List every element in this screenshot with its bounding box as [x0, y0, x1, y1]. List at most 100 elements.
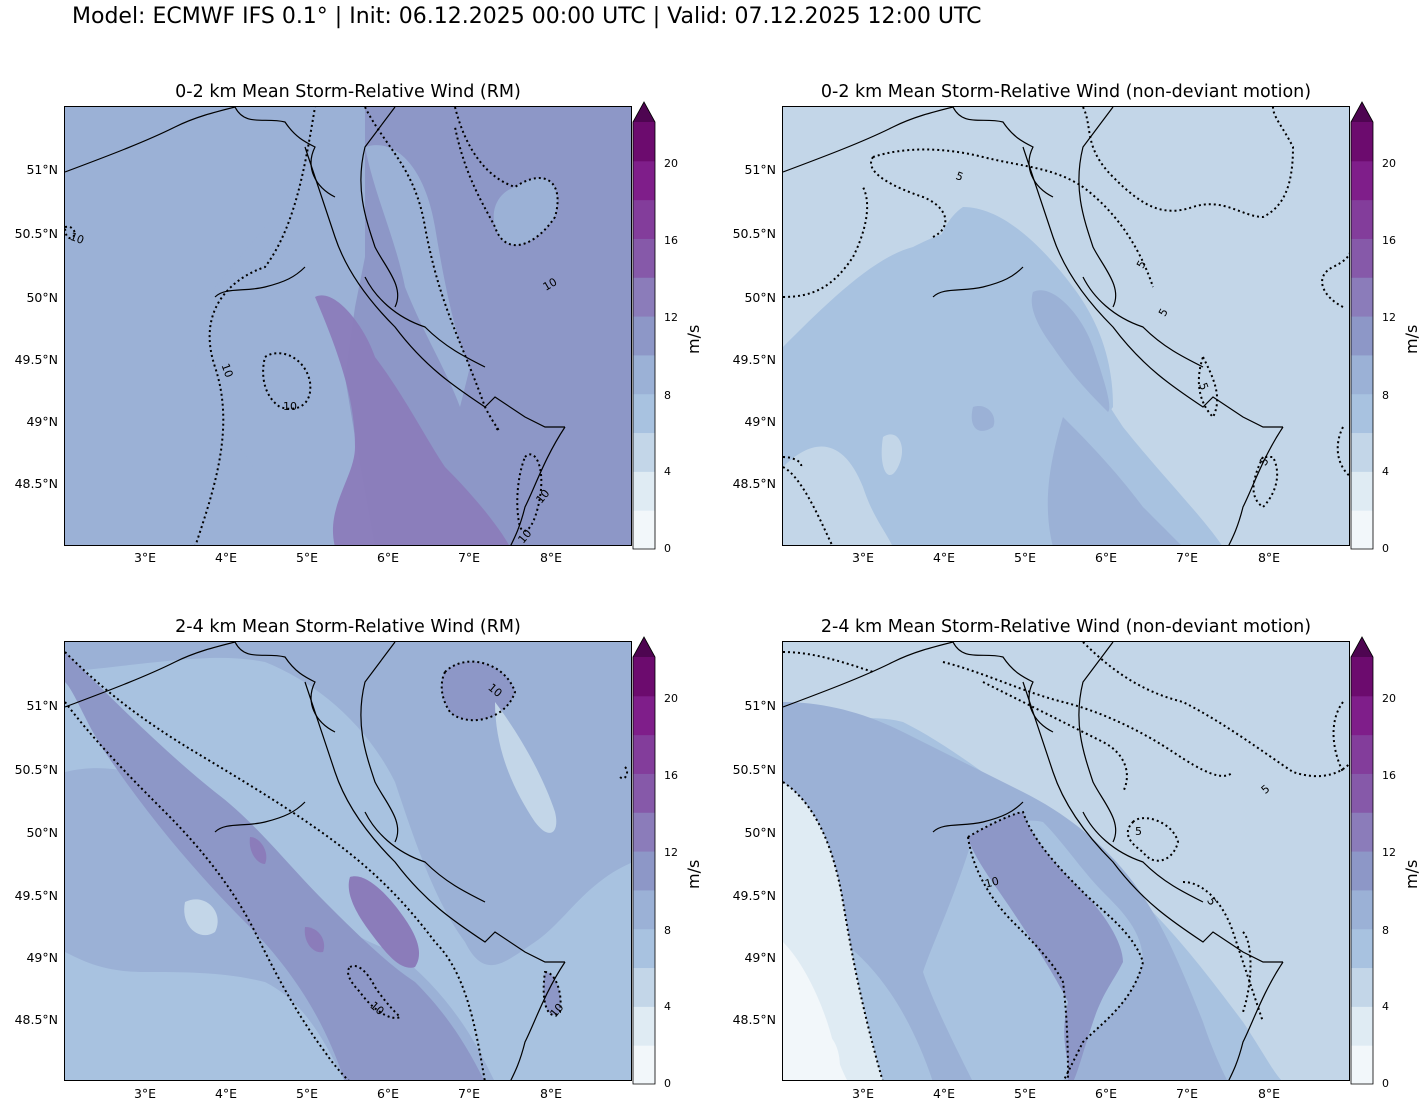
lat-label-1-0: 51°N: [744, 162, 776, 177]
cbar-unit-1: m/s: [1402, 324, 1421, 354]
lat-label-3-4: 49°N: [744, 950, 776, 965]
colorbar-bin: [1351, 277, 1373, 317]
colorbar-bin: [633, 928, 655, 969]
lat-label-3-1: 50.5°N: [732, 762, 776, 777]
map-panel-0: [64, 106, 632, 546]
colorbar-bin: [1351, 354, 1373, 395]
lon-label-1-2: 5°E: [1013, 550, 1037, 565]
cbar-tick-3-0: 0: [1382, 1077, 1389, 1090]
lon-label-2-0: 3°E: [133, 1086, 157, 1101]
panel-title-1: 0-2 km Mean Storm-Relative Wind (non-dev…: [820, 82, 1312, 102]
colorbar-bin: [1351, 1006, 1373, 1046]
cbar-tick-2-4: 16: [664, 769, 678, 782]
colorbar-bin: [633, 316, 655, 356]
lat-label-0-4: 49°N: [26, 414, 58, 429]
colorbar-bin: [633, 238, 655, 278]
lat-label-0-3: 49.5°N: [14, 352, 58, 367]
lat-label-1-2: 50°N: [744, 290, 776, 305]
lat-label-2-0: 51°N: [26, 698, 58, 713]
lon-label-2-5: 8°E: [539, 1086, 563, 1101]
cbar-tick-3-5: 20: [1382, 692, 1396, 705]
lon-label-2-3: 6°E: [376, 1086, 400, 1101]
cbar-tick-0-4: 16: [664, 234, 678, 247]
lat-label-1-1: 50.5°N: [732, 226, 776, 241]
map-panel-2: [64, 641, 632, 1081]
cbar-unit-0: m/s: [684, 324, 703, 354]
lon-label-1-3: 6°E: [1094, 550, 1118, 565]
colorbar-bin: [633, 889, 655, 930]
colorbar-bin: [1351, 510, 1373, 550]
cbar-tick-3-1: 4: [1382, 1000, 1389, 1013]
colorbar-extend-arrow: [1351, 637, 1373, 657]
colorbar-bin: [633, 471, 655, 511]
lon-label-3-2: 5°E: [1013, 1086, 1037, 1101]
lat-label-2-2: 50°N: [26, 825, 58, 840]
colorbar-2: [632, 636, 656, 1085]
cbar-tick-1-3: 12: [1382, 311, 1396, 324]
lon-label-0-3: 6°E: [376, 550, 400, 565]
colorbar-bin: [633, 277, 655, 317]
cbar-tick-2-2: 8: [664, 924, 671, 937]
colorbar-extend-arrow: [633, 102, 655, 122]
cbar-tick-1-4: 16: [1382, 234, 1396, 247]
cbar-tick-3-4: 16: [1382, 769, 1396, 782]
lon-label-1-1: 4°E: [932, 550, 956, 565]
lat-label-2-3: 49.5°N: [14, 888, 58, 903]
lon-label-0-1: 4°E: [214, 550, 238, 565]
contour-label: 5: [1135, 825, 1142, 838]
lat-label-2-5: 48.5°N: [14, 1012, 58, 1027]
lon-label-0-0: 3°E: [133, 550, 157, 565]
lon-label-2-1: 4°E: [214, 1086, 238, 1101]
colorbar-bin: [1351, 734, 1373, 774]
lat-label-0-2: 50°N: [26, 290, 58, 305]
lon-label-0-4: 7°E: [457, 550, 481, 565]
lat-label-0-0: 51°N: [26, 162, 58, 177]
colorbar-bin: [1351, 889, 1373, 930]
lat-label-1-3: 49.5°N: [732, 352, 776, 367]
colorbar-bin: [1351, 695, 1373, 736]
lat-label-0-1: 50.5°N: [14, 226, 58, 241]
lon-label-3-4: 7°E: [1175, 1086, 1199, 1101]
cbar-tick-0-3: 12: [664, 311, 678, 324]
cbar-tick-2-5: 20: [664, 692, 678, 705]
panel-title-0: 0-2 km Mean Storm-Relative Wind (RM): [175, 82, 521, 102]
lat-label-0-5: 48.5°N: [14, 476, 58, 491]
cbar-tick-2-0: 0: [664, 1077, 671, 1090]
colorbar-bin: [633, 812, 655, 852]
colorbar-bin: [1351, 928, 1373, 969]
cbar-tick-1-2: 8: [1382, 389, 1389, 402]
colorbar-bin: [633, 851, 655, 891]
cbar-tick-0-5: 20: [664, 157, 678, 170]
colorbar-bin: [1351, 812, 1373, 852]
map-panel-3: [782, 641, 1350, 1081]
lat-label-3-5: 48.5°N: [732, 1012, 776, 1027]
cbar-tick-3-2: 8: [1382, 924, 1389, 937]
colorbar-3: [1350, 636, 1374, 1085]
cbar-tick-2-3: 12: [664, 846, 678, 859]
cbar-tick-3-3: 12: [1382, 846, 1396, 859]
colorbar-bin: [1351, 199, 1373, 239]
colorbar-outline: [1350, 101, 1374, 550]
colorbar-outline: [1350, 636, 1374, 1085]
colorbar-bin: [1351, 432, 1373, 472]
lon-label-3-0: 3°E: [851, 1086, 875, 1101]
colorbar-bin: [1351, 160, 1373, 201]
colorbar-bin: [633, 160, 655, 201]
colorbar-1: [1350, 101, 1374, 550]
colorbar-bin: [633, 695, 655, 736]
colorbar-extend-arrow: [633, 637, 655, 657]
cbar-tick-1-5: 20: [1382, 157, 1396, 170]
cbar-tick-1-0: 0: [1382, 542, 1389, 555]
lon-label-0-2: 5°E: [295, 550, 319, 565]
colorbar-outline: [632, 636, 656, 1085]
lon-label-3-1: 4°E: [932, 1086, 956, 1101]
colorbar-bin: [1351, 967, 1373, 1007]
colorbar-bin: [633, 199, 655, 239]
colorbar-bin: [633, 393, 655, 434]
lat-label-3-3: 49.5°N: [732, 888, 776, 903]
panel-title-3: 2-4 km Mean Storm-Relative Wind (non-dev…: [820, 617, 1312, 637]
lat-label-3-0: 51°N: [744, 698, 776, 713]
lon-label-0-5: 8°E: [539, 550, 563, 565]
lon-label-1-5: 8°E: [1257, 550, 1281, 565]
lat-label-2-1: 50.5°N: [14, 762, 58, 777]
